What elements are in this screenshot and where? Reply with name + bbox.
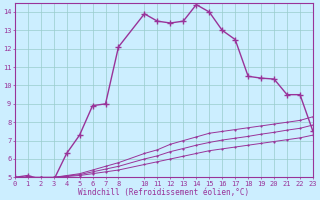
X-axis label: Windchill (Refroidissement éolien,°C): Windchill (Refroidissement éolien,°C) (78, 188, 249, 197)
